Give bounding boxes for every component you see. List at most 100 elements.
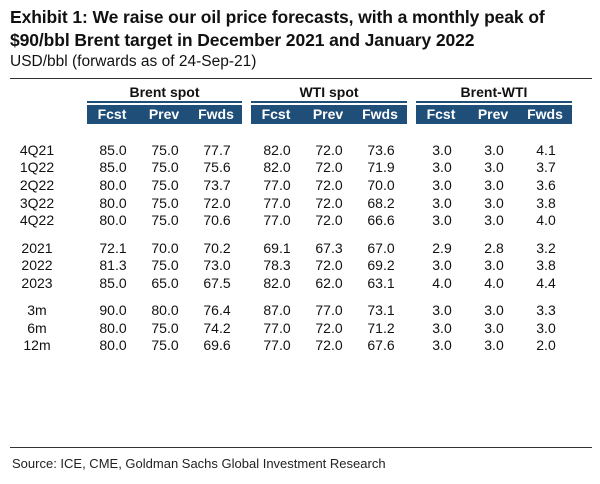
- row-label: 3m: [27, 302, 47, 318]
- table-cell: 72.0: [315, 212, 343, 228]
- row-label: 12m: [23, 337, 51, 353]
- table-cell: 62.0: [315, 275, 343, 291]
- table-cell: 3.0: [536, 320, 556, 336]
- table-cell: 77.0: [315, 302, 343, 318]
- table-cell: 3.0: [432, 302, 452, 318]
- table-cell: 71.9: [367, 159, 395, 175]
- table-cell: 3.0: [484, 142, 504, 158]
- row-label: 2023: [21, 275, 53, 291]
- table-cell: 4.0: [536, 212, 556, 228]
- row-label: 1Q22: [19, 159, 55, 175]
- table-cell: 71.2: [367, 320, 395, 336]
- table-cell: 70.0: [151, 240, 179, 256]
- table-row: 4Q21 85.0 75.0 77.7 82.0 72.0 73.6 3.0 3.0 4.1: [0, 142, 600, 159]
- table-cell: 73.7: [203, 177, 231, 193]
- table-cell: 78.3: [263, 257, 291, 273]
- table-cell: 90.0: [99, 302, 127, 318]
- table-cell: 75.0: [151, 142, 179, 158]
- table-cell: 85.0: [99, 142, 127, 158]
- header-bar-brent: Fcst Prev Fwds: [87, 105, 242, 124]
- table-cell: 80.0: [99, 320, 127, 336]
- top-rule: [10, 78, 592, 79]
- table-cell: 72.0: [315, 337, 343, 353]
- table-cell: 85.0: [99, 159, 127, 175]
- table-cell: 4.4: [536, 275, 556, 291]
- table-cell: 87.0: [263, 302, 291, 318]
- table-cell: 63.1: [367, 275, 395, 291]
- row-label: 3Q22: [19, 195, 55, 211]
- table-cell: 77.0: [263, 320, 291, 336]
- table-row: 12m 80.0 75.0 69.6 77.0 72.0 67.6 3.0 3.0 2.0: [0, 337, 600, 354]
- table-cell: 70.0: [367, 177, 395, 193]
- table-cell: 3.3: [536, 302, 556, 318]
- table-cell: 82.0: [263, 275, 291, 291]
- table-cell: 75.0: [151, 195, 179, 211]
- table-cell: 3.0: [432, 195, 452, 211]
- column-header: Fwds: [198, 106, 234, 122]
- table-cell: 66.6: [367, 212, 395, 228]
- table-cell: 77.0: [263, 337, 291, 353]
- table-cell: 3.0: [484, 177, 504, 193]
- row-label: 4Q22: [19, 212, 55, 228]
- row-label: 2021: [21, 240, 53, 256]
- table-cell: 67.0: [367, 240, 395, 256]
- column-header: Fwds: [527, 106, 563, 122]
- table-cell: 4.1: [536, 142, 556, 158]
- row-label: 6m: [27, 320, 47, 336]
- table-cell: 70.6: [203, 212, 231, 228]
- table-cell: 72.0: [315, 142, 343, 158]
- table-cell: 3.0: [484, 320, 504, 336]
- bottom-rule: [10, 447, 592, 448]
- table-cell: 3.7: [536, 159, 556, 175]
- table-cell: 80.0: [99, 195, 127, 211]
- row-label: 4Q21: [19, 142, 55, 158]
- table-cell: 77.0: [263, 195, 291, 211]
- table-row: 1Q22 85.0 75.0 75.6 82.0 72.0 71.9 3.0 3.0 3.7: [0, 159, 600, 176]
- table-cell: 72.1: [99, 240, 127, 256]
- table-cell: 69.1: [263, 240, 291, 256]
- table-cell: 77.7: [203, 142, 231, 158]
- group-label-brent-wti: Brent-WTI: [416, 84, 572, 103]
- table-row: 2023 85.0 65.0 67.5 82.0 62.0 63.1 4.0 4.0 4.4: [0, 275, 600, 292]
- table-row: 2021 72.1 70.0 70.2 69.1 67.3 67.0 2.9 2.8 3.2: [0, 240, 600, 257]
- column-header: Fwds: [362, 106, 398, 122]
- table-cell: 75.0: [151, 159, 179, 175]
- table-cell: 69.6: [203, 337, 231, 353]
- table-cell: 72.0: [203, 195, 231, 211]
- table-cell: 72.0: [315, 177, 343, 193]
- group-label-wti: WTI spot: [251, 84, 407, 103]
- table-cell: 4.0: [432, 275, 452, 291]
- exhibit-title: Exhibit 1: We raise our oil price foreca…: [10, 7, 545, 50]
- table-cell: 3.0: [484, 195, 504, 211]
- table-row: 4Q22 80.0 75.0 70.6 77.0 72.0 66.6 3.0 3.0 4.0: [0, 212, 600, 229]
- column-header: Fcst: [261, 106, 291, 122]
- table-cell: 76.4: [203, 302, 231, 318]
- table-cell: 82.0: [263, 142, 291, 158]
- table-cell: 3.8: [536, 257, 556, 273]
- table-cell: 75.0: [151, 177, 179, 193]
- table-row: 6m 80.0 75.0 74.2 77.0 72.0 71.2 3.0 3.0 3.0: [0, 320, 600, 337]
- table-cell: 72.0: [315, 195, 343, 211]
- table-cell: 72.0: [315, 257, 343, 273]
- table-cell: 82.0: [263, 159, 291, 175]
- exhibit-subtitle: USD/bbl (forwards as of 24-Sep-21): [10, 53, 257, 70]
- table-cell: 70.2: [203, 240, 231, 256]
- table-cell: 73.1: [367, 302, 395, 318]
- table-row: 2Q22 80.0 75.0 73.7 77.0 72.0 70.0 3.0 3.0 3.6: [0, 177, 600, 194]
- table-cell: 68.2: [367, 195, 395, 211]
- table-cell: 3.6: [536, 177, 556, 193]
- table-row: 3m 90.0 80.0 76.4 87.0 77.0 73.1 3.0 3.0 3.3: [0, 302, 600, 319]
- table-cell: 3.0: [432, 142, 452, 158]
- table-cell: 85.0: [99, 275, 127, 291]
- table-cell: 3.0: [432, 177, 452, 193]
- table-cell: 75.0: [151, 320, 179, 336]
- column-header: Fcst: [426, 106, 456, 122]
- table-row: 3Q22 80.0 75.0 72.0 77.0 72.0 68.2 3.0 3.0 3.8: [0, 195, 600, 212]
- table-cell: 3.0: [432, 212, 452, 228]
- table-cell: 80.0: [99, 212, 127, 228]
- column-header: Prev: [148, 106, 180, 122]
- table-cell: 3.8: [536, 195, 556, 211]
- table-cell: 74.2: [203, 320, 231, 336]
- header-bar-brent-wti: Fcst Prev Fwds: [416, 105, 572, 124]
- table-cell: 2.0: [536, 337, 556, 353]
